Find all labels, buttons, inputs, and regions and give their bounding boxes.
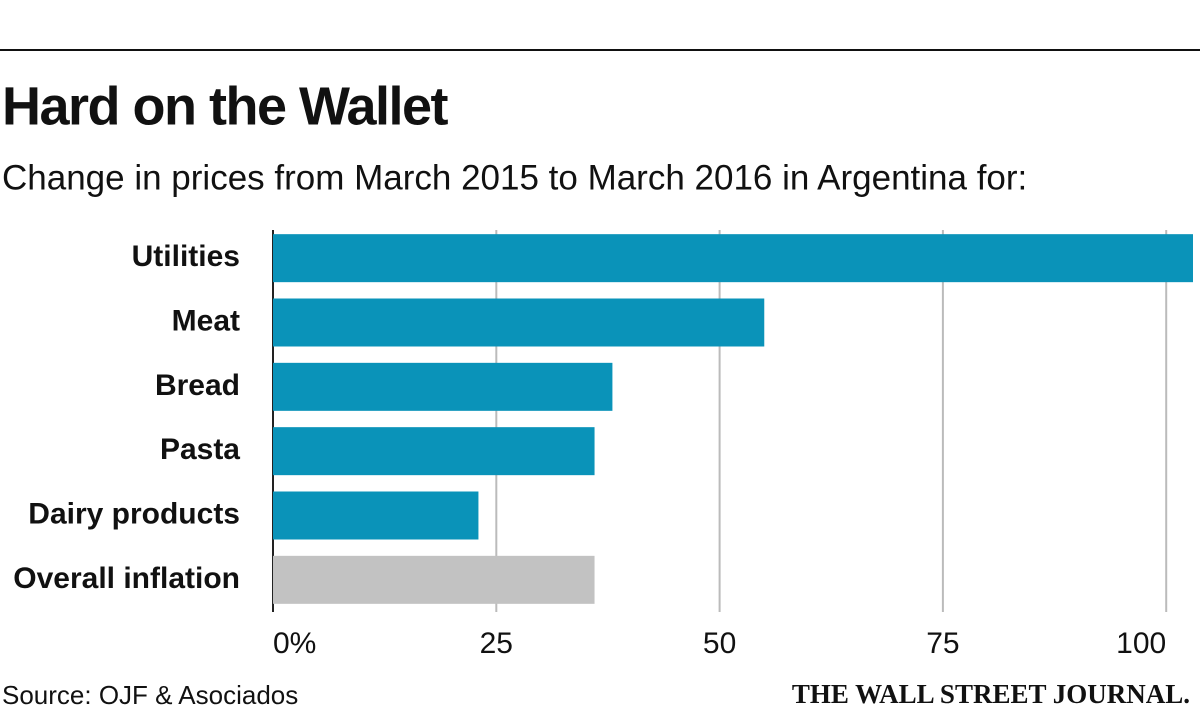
bar xyxy=(273,555,595,604)
y-tick-label: Pasta xyxy=(160,433,240,466)
x-tick-label: 100 xyxy=(1116,627,1166,660)
bar xyxy=(273,427,595,476)
y-tick-label: Dairy products xyxy=(28,497,240,530)
y-tick-label: Meat xyxy=(172,304,240,337)
y-tick-label: Utilities xyxy=(132,240,240,273)
bar xyxy=(273,362,613,411)
y-tick-label: Bread xyxy=(155,369,240,402)
y-tick-label: Overall inflation xyxy=(13,562,240,595)
x-tick-label: 0% xyxy=(273,627,316,660)
bar xyxy=(273,491,479,540)
chart-title: Hard on the Wallet xyxy=(2,76,449,136)
source: Source: OJF & Asociados xyxy=(2,680,298,710)
x-tick-label: 75 xyxy=(926,627,959,660)
bar xyxy=(273,298,765,347)
x-tick-label: 25 xyxy=(480,627,513,660)
chart-subtitle: Change in prices from March 2015 to Marc… xyxy=(2,158,1027,197)
x-tick-label: 50 xyxy=(703,627,736,660)
credit: THE WALL STREET JOURNAL. xyxy=(792,679,1190,709)
bar xyxy=(273,234,1193,283)
